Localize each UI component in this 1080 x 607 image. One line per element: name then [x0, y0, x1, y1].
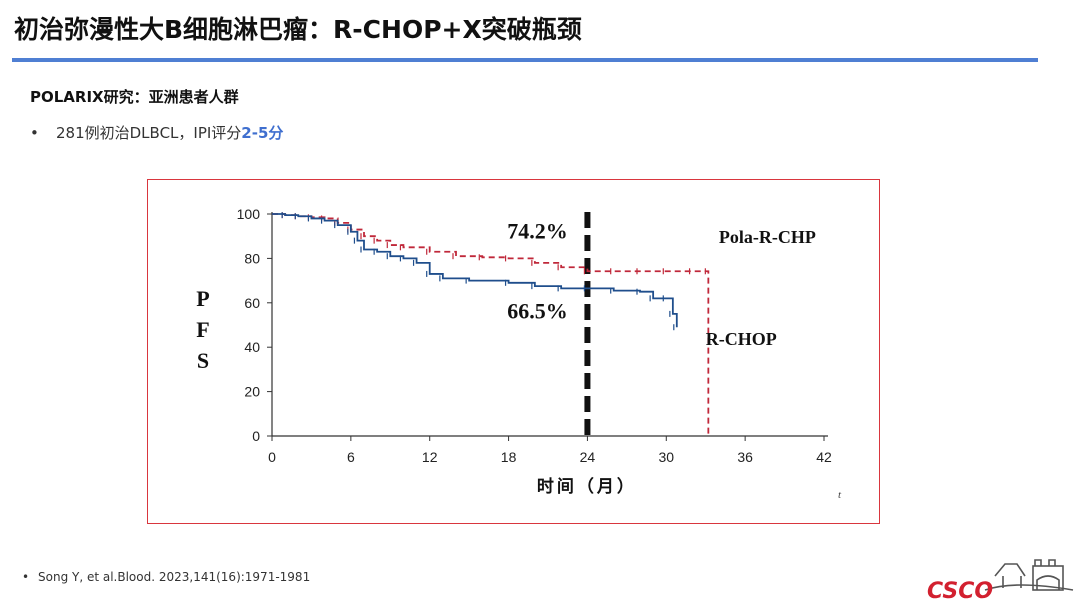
y-tick-label: 40 [244, 339, 260, 355]
y-tick-label: 60 [244, 295, 260, 311]
x-tick-label: 30 [658, 449, 674, 465]
y-axis-label-letter: F [196, 317, 209, 342]
title-underline [12, 58, 1038, 62]
annotation-2: Pola-R-CHP [719, 227, 816, 247]
x-tick-label: 24 [580, 449, 596, 465]
bullet-dot: • [30, 124, 39, 142]
y-tick-label: 20 [244, 384, 260, 400]
annotation-1: 66.5% [507, 298, 568, 323]
annotation-3: R-CHOP [706, 329, 777, 349]
csco-logo: CSCO [927, 559, 1074, 604]
corner-mark: t [838, 489, 842, 501]
y-axis-label-letter: S [197, 348, 209, 373]
slide-title: 初治弥漫性大B细胞淋巴瘤：R-CHOP+X突破瓶颈 [14, 15, 582, 44]
reference: • Song Y, et al.Blood. 2023,141(16):1971-… [22, 570, 310, 584]
bullet-item: • 281例初治DLBCL，IPI评分2-5分 [30, 122, 283, 143]
x-tick-label: 18 [501, 449, 517, 465]
x-axis-label: 时间（月） [537, 476, 637, 497]
series-line-r-chop [272, 213, 678, 328]
reference-text: Song Y, et al.Blood. 2023,141(16):1971-1… [38, 570, 311, 584]
x-tick-label: 36 [737, 449, 753, 465]
y-tick-label: 100 [237, 206, 261, 222]
bullet-text: 281例初治DLBCL，IPI评分 [56, 124, 242, 142]
annotation-0: 74.2% [507, 218, 568, 243]
y-tick-label: 80 [244, 250, 260, 266]
bullet-highlight: 2-5分 [241, 124, 284, 142]
logo-building-icon [984, 559, 1074, 591]
pfs-chart: 0 20 40 60 80 100 0 6 12 18 24 30 36 42 PFS 时间（月） t 74.2%… [196, 206, 842, 501]
chart-frame: 0 20 40 60 80 100 0 6 12 18 24 30 36 42 P F S 时间（月） t 74.2%… [147, 179, 880, 524]
x-tick-label: 6 [347, 449, 355, 465]
y-tick-label: 0 [252, 428, 260, 444]
study-heading: POLARIX研究：亚洲患者人群 [30, 88, 239, 106]
series-line-pola-r-chp [272, 213, 710, 436]
y-axis-label-letter: P [196, 286, 209, 311]
x-tick-label: 0 [268, 449, 276, 465]
x-tick-label: 12 [422, 449, 438, 465]
reference-dot: • [22, 570, 30, 584]
x-tick-label: 42 [816, 449, 832, 465]
logo-text: CSCO [927, 579, 993, 604]
